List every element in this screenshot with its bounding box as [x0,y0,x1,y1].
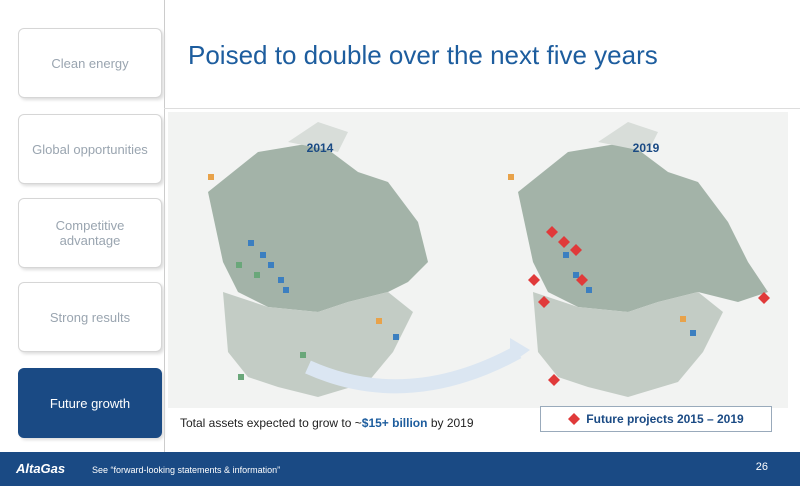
nav-item[interactable]: Competitive advantage [18,198,162,268]
footer: AltaGas See “forward-looking statements … [0,452,800,486]
nav-item[interactable]: Strong results [18,282,162,352]
slide-title: Poised to double over the next five year… [188,40,658,70]
nav-item[interactable]: Global opportunities [18,114,162,184]
nav-item[interactable]: Clean energy [18,28,162,98]
caption: Total assets expected to grow to ~$15+ b… [180,416,474,430]
growth-arrow-head [510,338,530,364]
map-label: 2019 [633,141,660,155]
caption-highlight: $15+ billion [361,416,428,430]
divider [164,108,800,109]
caption-text: Total assets expected to grow to ~ [180,416,362,430]
map-2014 [208,122,428,397]
growth-arrow [305,345,522,394]
map-2019 [508,122,770,397]
divider [164,0,165,452]
map-label: 2014 [307,141,334,155]
logo: AltaGas [16,461,66,476]
footer-note: See “forward-looking statements & inform… [92,465,281,475]
legend-label: Future projects 2015 – 2019 [586,412,744,426]
nav-item[interactable]: Future growth [18,368,162,438]
maps: 2014 2019 [168,112,788,408]
caption-text: by 2019 [427,416,474,430]
legend-icon [568,413,581,425]
page-number: 26 [755,461,768,473]
legend: Future projects 2015 – 2019 [540,406,772,432]
